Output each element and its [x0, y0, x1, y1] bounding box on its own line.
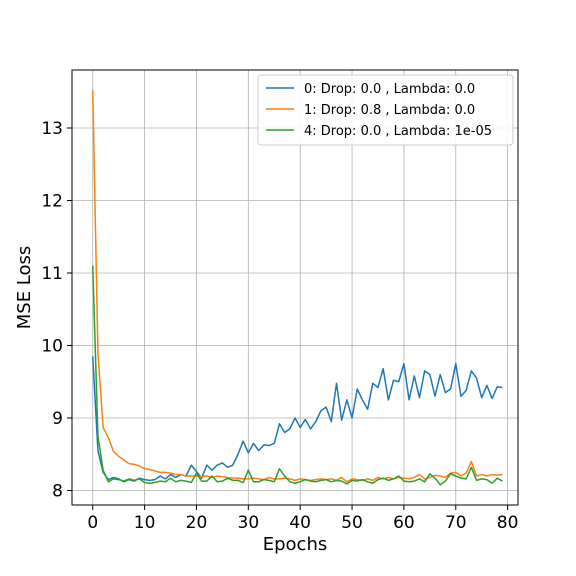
series-line-1	[91, 90, 503, 483]
x-tick-label: 10	[134, 513, 156, 533]
series-line-0	[91, 356, 503, 483]
y-tick-label: 13	[41, 119, 63, 139]
y-tick-label: 10	[41, 337, 63, 357]
axis-ticks: 0 10 20 30 40 50 60 70 80 8 9 10 11 12 13	[41, 119, 518, 533]
x-tick-label: 0	[87, 513, 98, 533]
x-tick-label: 40	[289, 513, 311, 533]
x-axis-label: Epochs	[263, 534, 328, 555]
x-tick-label: 70	[445, 513, 467, 533]
plot-frame	[71, 69, 519, 506]
x-tick-label: 60	[393, 513, 415, 533]
legend-label-1: 1: Drop: 0.8 , Lambda: 0.0	[304, 103, 475, 118]
series-line-2	[91, 265, 503, 486]
x-tick-label: 20	[186, 513, 208, 533]
series-lines	[91, 90, 503, 486]
legend: 0: Drop: 0.0 , Lambda: 0.0 1: Drop: 0.8 ,…	[257, 74, 514, 146]
y-tick-label: 12	[41, 192, 63, 212]
legend-label-0: 0: Drop: 0.0 , Lambda: 0.0	[304, 82, 475, 97]
y-tick-label: 11	[41, 264, 63, 284]
x-tick-label: 30	[238, 513, 260, 533]
y-tick-label: 8	[52, 482, 63, 502]
x-tick-label: 50	[341, 513, 363, 533]
y-tick-label: 9	[52, 409, 63, 429]
y-axis-label: MSE Loss	[14, 246, 35, 330]
legend-label-2: 4: Drop: 0.0 , Lambda: 1e-05	[304, 124, 492, 139]
legend-box	[257, 74, 514, 146]
x-tick-label: 80	[497, 513, 519, 533]
